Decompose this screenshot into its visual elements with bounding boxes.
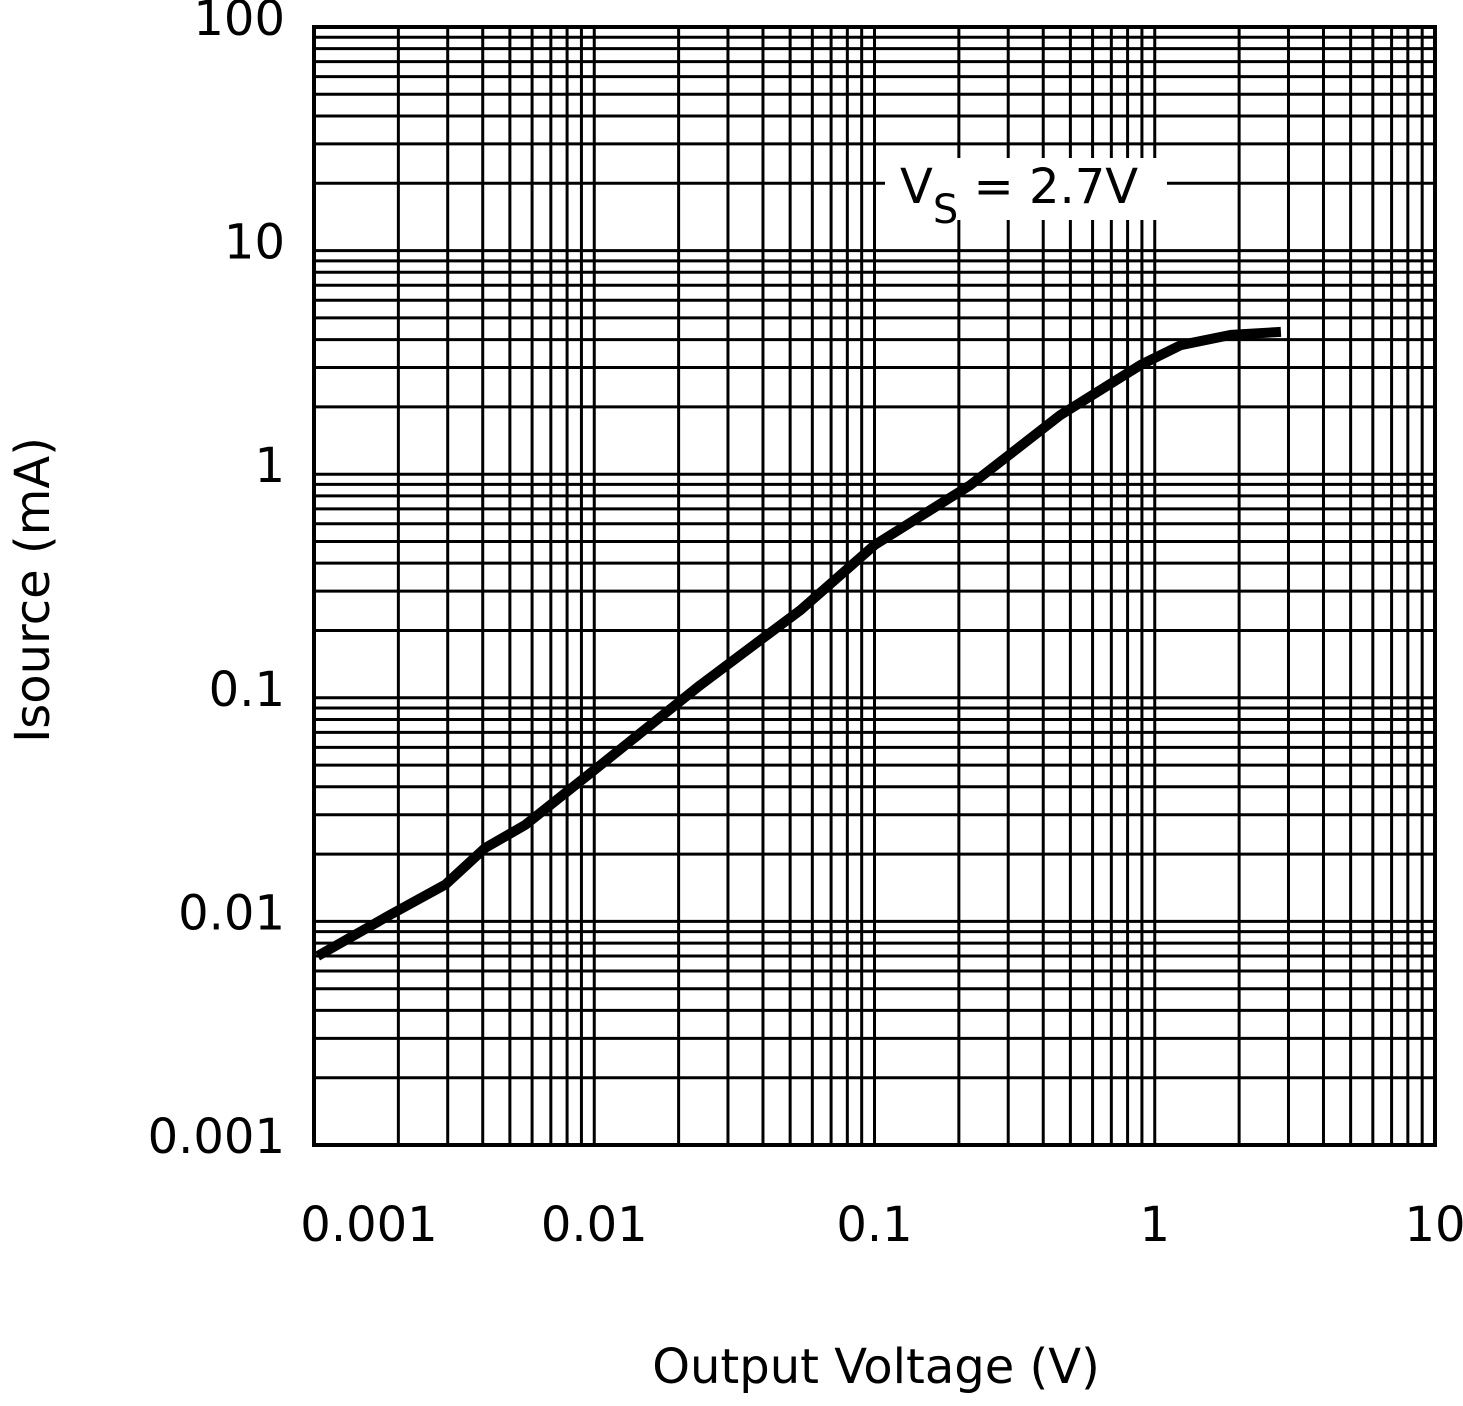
x-tick-label: 1 (1139, 1197, 1170, 1253)
y-tick-label: 10 (224, 215, 285, 271)
annotation-main: V (900, 159, 933, 215)
y-tick-label: 0.1 (209, 662, 285, 718)
y-tick-label: 1 (254, 438, 285, 494)
annotation-rest: = 2.7V (958, 159, 1138, 215)
annotation-sub: S (933, 187, 958, 233)
x-tick-label: 0.1 (836, 1197, 912, 1253)
x-tick-label: 10 (1404, 1197, 1463, 1253)
line (315, 326, 1282, 961)
annotation-box (885, 158, 1167, 220)
x-tick-label: 0.01 (541, 1197, 648, 1253)
grid (312, 25, 1437, 1147)
x-tick-label: 0.001 (300, 1197, 437, 1253)
y-tick-label: 0.01 (178, 885, 285, 941)
plot (315, 326, 1282, 961)
annotation: VS = 2.7V (900, 159, 1138, 233)
y-axis-title: Isource (mA) (5, 437, 61, 743)
x-axis-title: Output Voltage (V) (652, 1339, 1100, 1395)
y-tick-label: 100 (193, 0, 285, 47)
plot-border (312, 25, 1437, 1147)
y-tick-label: 0.001 (148, 1109, 285, 1165)
